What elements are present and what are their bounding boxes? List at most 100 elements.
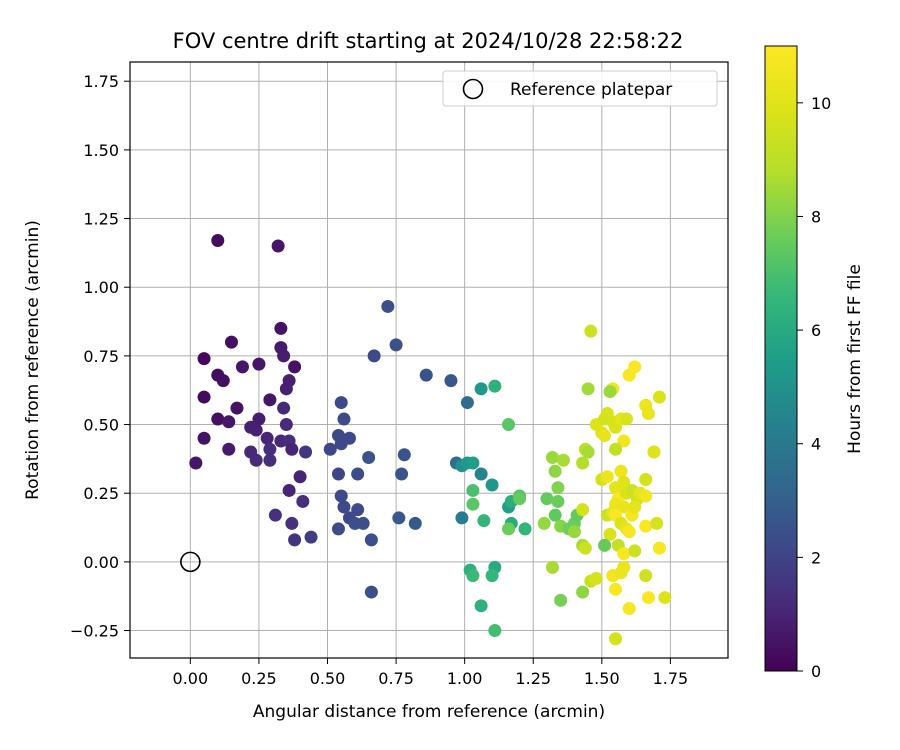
scatter-point: [216, 374, 230, 388]
scatter-point: [268, 508, 282, 522]
y-tick-label: 1.50: [83, 141, 119, 160]
scatter-point: [211, 234, 225, 248]
scatter-point: [364, 533, 378, 547]
scatter-point: [652, 390, 666, 404]
scatter-point: [628, 500, 642, 514]
colorbar: 0 2 4 6 8 10 Hours from first FF file: [764, 45, 865, 681]
scatter-point: [518, 522, 532, 536]
legend-label: Reference platepar: [510, 80, 672, 100]
scatter-point: [323, 442, 337, 456]
scatter-point: [285, 442, 299, 456]
scatter-point: [356, 516, 370, 530]
scatter-point: [224, 335, 238, 349]
scatter-point: [249, 453, 263, 467]
scatter-point: [197, 431, 211, 445]
scatter-point: [639, 569, 653, 583]
scatter-point: [334, 437, 348, 451]
scatter-point: [617, 475, 631, 489]
scatter-point: [288, 533, 302, 547]
scatter-point: [548, 464, 562, 478]
x-tick-label: 1.00: [447, 669, 483, 688]
scatter-point: [271, 239, 285, 253]
scatter-point: [389, 338, 403, 352]
scatter-point: [466, 569, 480, 583]
y-tick-label: 0.50: [83, 416, 119, 435]
scatter-point: [252, 357, 266, 371]
scatter-point: [288, 360, 302, 374]
scatter-point: [304, 530, 318, 544]
scatter-point: [408, 516, 422, 530]
x-tick-label: 1.25: [515, 669, 551, 688]
scatter-point: [614, 566, 628, 580]
scatter-point: [197, 390, 211, 404]
scatter-point: [419, 368, 433, 382]
scatter-point: [639, 472, 653, 486]
scatter-point: [381, 299, 395, 313]
scatter-point: [299, 445, 313, 459]
scatter-point: [362, 451, 376, 465]
scatter-point: [211, 412, 225, 426]
scatter-point: [466, 456, 480, 470]
scatter-point: [367, 349, 381, 363]
colorbar-tick-label: 2: [811, 548, 821, 567]
colorbar-tick-label: 10: [811, 94, 831, 113]
scatter-point: [584, 324, 598, 338]
scatter-point: [658, 591, 672, 605]
scatter-point: [222, 442, 236, 456]
y-tick-label: 1.25: [83, 210, 119, 229]
reference-platepar-marker: [180, 551, 201, 573]
scatter-point: [488, 624, 502, 638]
scatter-point: [282, 483, 296, 497]
scatter-point: [576, 585, 590, 599]
y-axis-label: Rotation from reference (arcmin): [23, 220, 43, 500]
scatter-point: [334, 489, 348, 503]
scatter-point: [554, 593, 568, 607]
scatter-point: [235, 360, 249, 374]
scatter-point: [551, 494, 565, 508]
grid: [130, 62, 728, 658]
chart-title: FOV centre drift starting at 2024/10/28 …: [173, 29, 684, 53]
scatter-point: [647, 445, 661, 459]
scatter-point: [617, 547, 631, 561]
colorbar-label: Hours from first FF file: [845, 264, 865, 454]
scatter-point: [293, 470, 307, 484]
scatter-point: [455, 511, 469, 525]
scatter-point: [600, 470, 614, 484]
scatter-point: [502, 522, 516, 536]
scatter-point: [617, 434, 631, 448]
x-tick-label: 0.75: [378, 669, 414, 688]
data-points: [189, 234, 672, 646]
scatter-point: [617, 500, 631, 514]
scatter-point: [277, 349, 291, 363]
scatter-point: [197, 352, 211, 366]
scatter-point: [337, 500, 351, 514]
y-tick-label: 1.00: [83, 278, 119, 297]
scatter-point: [296, 494, 310, 508]
scatter-point: [551, 481, 565, 495]
colorbar-tick-label: 4: [811, 435, 821, 454]
scatter-point: [603, 385, 617, 399]
scatter-point: [263, 393, 277, 407]
scatter-point: [474, 467, 488, 481]
scatter-point: [279, 418, 293, 432]
scatter-point: [576, 456, 590, 470]
legend-marker-icon: [462, 78, 484, 100]
scatter-point: [477, 514, 491, 528]
x-tick-label: 0.50: [310, 669, 346, 688]
scatter-point: [249, 423, 263, 437]
scatter-point: [567, 525, 581, 539]
y-tick-label: −0.25: [70, 622, 119, 641]
scatter-point: [545, 560, 559, 574]
scatter-point: [540, 492, 554, 506]
scatter-point: [331, 522, 345, 536]
scatter-point: [395, 467, 409, 481]
scatter-point: [581, 382, 595, 396]
scatter-point: [650, 516, 664, 530]
scatter-point: [274, 321, 288, 335]
scatter-point: [351, 503, 365, 517]
scatter-point: [279, 382, 293, 396]
y-tick-label: 0.75: [83, 347, 119, 366]
colorbar-ticks: 0 2 4 6 8 10: [797, 94, 831, 681]
scatter-point: [502, 418, 516, 432]
